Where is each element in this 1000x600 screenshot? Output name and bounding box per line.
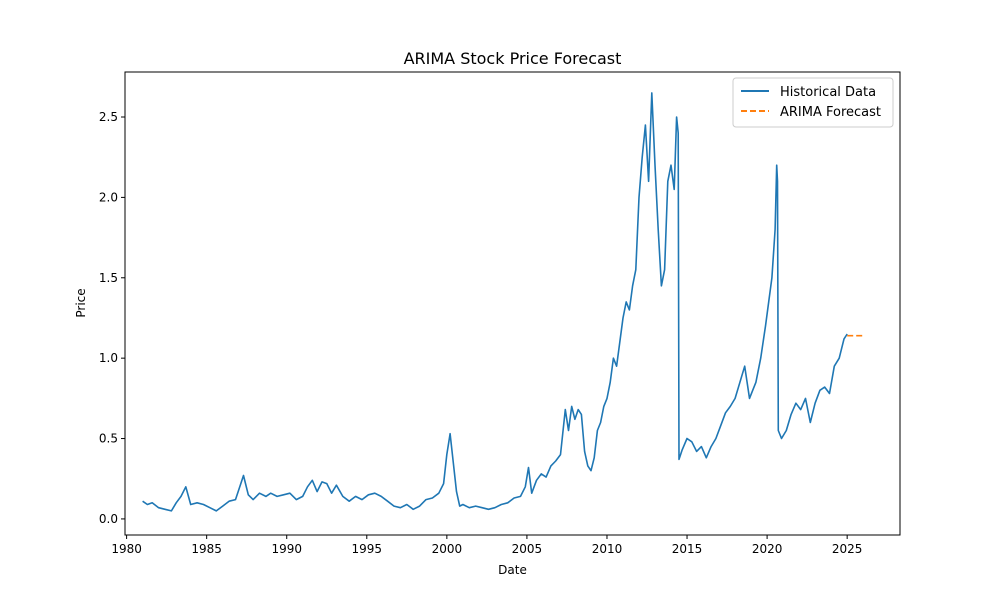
y-tick-label: 1.0	[99, 351, 118, 365]
x-tick-label: 1995	[352, 542, 383, 556]
plot-frame	[124, 71, 901, 536]
x-tick-label: 2010	[592, 542, 623, 556]
x-tick-label: 1980	[111, 542, 142, 556]
legend-label-forecast: ARIMA Forecast	[780, 105, 881, 120]
y-tick-label: 0.0	[99, 512, 118, 526]
x-tick-label: 2025	[832, 542, 863, 556]
y-axis-label: Price	[74, 288, 88, 317]
x-tick-label: 2020	[752, 542, 783, 556]
y-tick-label: 2.0	[99, 190, 118, 204]
y-axis-ticks: 0.0 0.5 1.0 1.5 2.0 2.5	[99, 110, 125, 526]
plot-lines	[142, 92, 864, 512]
y-tick-label: 2.5	[99, 110, 118, 124]
y-tick-label: 1.5	[99, 271, 118, 285]
legend-box	[732, 77, 894, 128]
x-tick-label: 2005	[512, 542, 543, 556]
x-tick-label: 1985	[191, 542, 222, 556]
x-tick-label: 2015	[672, 542, 703, 556]
y-tick-label: 0.5	[99, 432, 118, 446]
chart-title: ARIMA Stock Price Forecast	[404, 49, 622, 68]
x-tick-label: 2000	[432, 542, 463, 556]
x-axis-label: Date	[498, 563, 527, 577]
legend-label-historical: Historical Data	[780, 85, 876, 100]
x-tick-label: 1990	[271, 542, 302, 556]
series-line-historical	[142, 92, 848, 512]
x-axis-ticks: 1980 1985 1990 1995 2000 2005 2010 2015 2020 2025	[111, 535, 862, 556]
legend: Historical Data ARIMA Forecast	[732, 77, 894, 128]
